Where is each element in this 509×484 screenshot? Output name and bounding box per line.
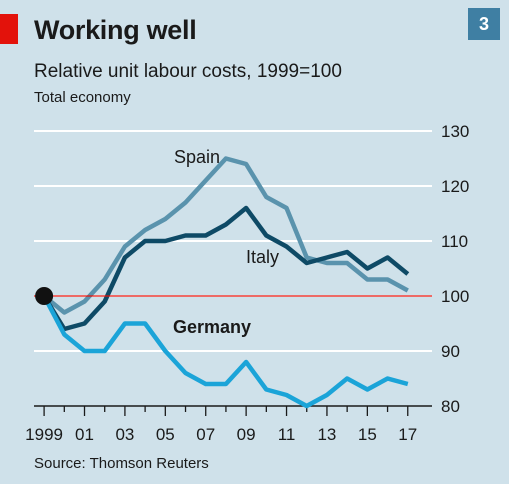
series-label-germany: Germany <box>173 317 251 337</box>
x-tick-label-03: 03 <box>115 425 134 444</box>
x-tick-label-1999: 1999 <box>25 425 63 444</box>
axis-layer <box>34 405 432 416</box>
start-point-marker <box>35 287 54 305</box>
red-accent-tab <box>0 14 18 44</box>
y-tick-label-80: 80 <box>441 397 460 416</box>
source-note: Source: Thomson Reuters <box>34 455 209 472</box>
chart-number-badge: 3 <box>468 8 500 40</box>
series-label-italy: Italy <box>246 247 279 267</box>
y-tick-label-100: 100 <box>441 287 469 306</box>
chart-subsubtitle: Total economy <box>34 89 131 106</box>
y-tick-label-110: 110 <box>441 232 468 251</box>
series-label-spain: Spain <box>174 147 220 167</box>
y-tick-label-120: 120 <box>441 177 469 196</box>
series-line-italy <box>42 205 410 332</box>
y-tick-label-130: 130 <box>441 122 469 141</box>
x-tick-label-07: 07 <box>196 425 215 444</box>
label-layer: 80 90 100 110 120 130 1999 01 03 05 07 09 11 13 15 17 Sp… <box>25 122 469 444</box>
chart-subtitle: Relative unit labour costs, 1999=100 <box>34 61 342 82</box>
x-tick-label-09: 09 <box>237 425 256 444</box>
x-tick-label-15: 15 <box>358 425 377 444</box>
x-tick-label-01: 01 <box>75 425 94 444</box>
series-line-spain <box>42 156 409 315</box>
chart-title: Working well <box>34 15 197 45</box>
x-tick-label-11: 11 <box>278 425 296 444</box>
x-tick-label-17: 17 <box>398 425 417 444</box>
x-tick-label-05: 05 <box>156 425 175 444</box>
y-tick-label-90: 90 <box>441 342 460 361</box>
series-layer <box>34 156 432 409</box>
x-tick-label-13: 13 <box>317 425 336 444</box>
series-line-germany <box>42 294 409 409</box>
